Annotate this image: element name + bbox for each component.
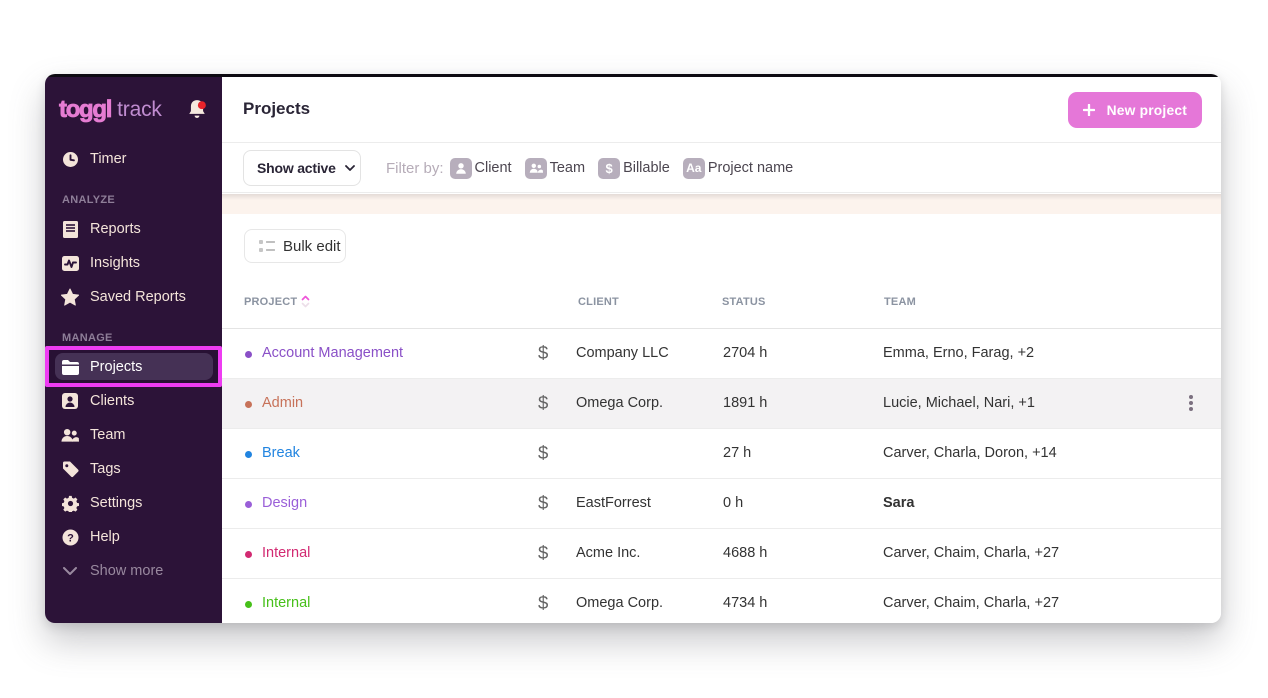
svg-text:?: ? <box>67 532 74 544</box>
